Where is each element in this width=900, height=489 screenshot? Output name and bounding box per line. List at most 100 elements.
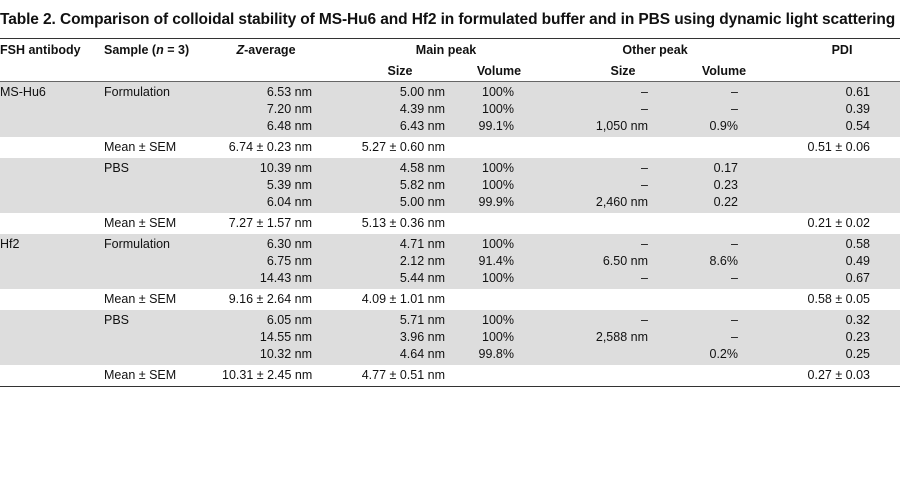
cell-mean-size: 5.13 ± 0.36 nm xyxy=(361,216,445,230)
cell-volume: 100% xyxy=(482,85,514,99)
header-pdi: PDI xyxy=(831,43,853,57)
mean-group: Mean ± SEM 7.27 ± 1.57 nm 5.13 ± 0.36 nm 0.… xyxy=(0,213,900,234)
table-row: 6.48 nm 6.43 nm 99.1% 1,050 nm 0.9% 0.54 xyxy=(0,118,900,135)
cell-mean-zavg: 10.31 ± 2.45 nm xyxy=(222,368,313,382)
cell-volume: 99.8% xyxy=(478,347,514,361)
cell-volume: 100% xyxy=(482,313,514,327)
cell-mean-size: 4.77 ± 0.51 nm xyxy=(361,368,445,382)
cell-pdi: 0.49 xyxy=(845,254,870,268)
table-row: 14.55 nm 3.96 nm 100% 2,588 nm – 0.23 xyxy=(0,329,900,346)
cell-other-volume: 0.22 xyxy=(713,195,738,209)
cell-other-size: – xyxy=(641,161,648,175)
cell-zavg: 14.55 nm xyxy=(259,330,312,344)
cell-other-size: – xyxy=(641,102,648,116)
mean-group: Mean ± SEM 9.16 ± 2.64 nm 4.09 ± 1.01 nm 0.… xyxy=(0,289,900,310)
table-body: MS-Hu6 Formulation 6.53 nm 5.00 nm 100% – – 0.6… xyxy=(0,82,900,386)
table-row: MS-Hu6 Formulation 6.53 nm 5.00 nm 100% – – 0.6… xyxy=(0,84,900,101)
cell-other-volume: 0.2% xyxy=(709,347,739,361)
cell-zavg: 6.04 nm xyxy=(266,195,312,209)
cell-other-volume: 0.17 xyxy=(713,161,738,175)
data-table: FSH antibody Sample (n = 3) Z-average Ma… xyxy=(0,38,900,387)
table-row: 7.20 nm 4.39 nm 100% – – 0.39 xyxy=(0,101,900,118)
cell-volume: 100% xyxy=(482,178,514,192)
cell-pdi: 0.54 xyxy=(845,119,870,133)
cell-mean-zavg: 7.27 ± 1.57 nm xyxy=(228,216,312,230)
cell-zavg: 6.75 nm xyxy=(266,254,312,268)
cell-volume: 100% xyxy=(482,102,514,116)
cell-other-size: – xyxy=(641,85,648,99)
cell-zavg: 6.53 nm xyxy=(266,85,312,99)
header-other-peak: Other peak xyxy=(622,43,688,57)
cell-mean-pdi: 0.58 ± 0.05 xyxy=(807,292,870,306)
cell-pdi: 0.61 xyxy=(845,85,870,99)
cell-other-size: 2,588 nm xyxy=(595,330,648,344)
header-zavg: Z-average xyxy=(236,43,296,57)
cell-mean-zavg: 6.74 ± 0.23 nm xyxy=(228,140,312,154)
cell-other-size: 2,460 nm xyxy=(595,195,648,209)
cell-other-volume: 0.23 xyxy=(713,178,738,192)
cell-sample: PBS xyxy=(104,313,130,327)
cell-size: 2.12 nm xyxy=(399,254,445,268)
cell-other-size: – xyxy=(641,271,648,285)
cell-zavg: 10.32 nm xyxy=(259,347,312,361)
header-antibody: FSH antibody xyxy=(0,43,81,57)
table-row: 6.75 nm 2.12 nm 91.4% 6.50 nm 8.6% 0.49 xyxy=(0,253,900,270)
cell-size: 4.39 nm xyxy=(399,102,445,116)
cell-mean-label: Mean ± SEM xyxy=(104,292,177,306)
cell-volume: 100% xyxy=(482,330,514,344)
sample-group: PBS 10.39 nm 4.58 nm 100% – 0.17 5.39 nm 5.82 n… xyxy=(0,158,900,213)
table-row: 14.43 nm 5.44 nm 100% – – 0.67 xyxy=(0,270,900,287)
cell-other-volume: – xyxy=(731,330,738,344)
sample-group: Hf2 Formulation 6.30 nm 4.71 nm 100% – – 0.58 6.… xyxy=(0,234,900,289)
cell-mean-label: Mean ± SEM xyxy=(104,140,177,154)
sample-group: PBS 6.05 nm 5.71 nm 100% – – 0.32 14.55 nm 3.96 … xyxy=(0,310,900,365)
cell-pdi: 0.58 xyxy=(845,237,870,251)
table-caption: Table 2. Comparison of colloidal stabili… xyxy=(0,11,896,28)
cell-volume: 99.1% xyxy=(478,119,514,133)
header-row: FSH antibody Sample (n = 3) Z-average Ma… xyxy=(0,39,900,61)
cell-mean-size: 5.27 ± 0.60 nm xyxy=(361,140,445,154)
mean-row: Mean ± SEM 6.74 ± 0.23 nm 5.27 ± 0.60 nm 0.… xyxy=(0,139,900,156)
cell-mean-pdi: 0.21 ± 0.02 xyxy=(807,216,870,230)
cell-mean-pdi: 0.27 ± 0.03 xyxy=(807,368,870,382)
cell-zavg: 7.20 nm xyxy=(266,102,312,116)
cell-volume: 99.9% xyxy=(478,195,514,209)
cell-pdi: 0.23 xyxy=(845,330,870,344)
cell-other-volume: – xyxy=(731,102,738,116)
cell-size: 5.00 nm xyxy=(399,85,445,99)
cell-other-volume: – xyxy=(731,271,738,285)
cell-volume: 100% xyxy=(482,271,514,285)
cell-zavg: 6.05 nm xyxy=(266,313,312,327)
subheader-other-size: Size xyxy=(610,64,636,78)
cell-antibody: Hf2 xyxy=(0,237,20,251)
cell-sample: Formulation xyxy=(104,237,170,251)
cell-other-volume: – xyxy=(731,313,738,327)
table-row: Hf2 Formulation 6.30 nm 4.71 nm 100% – – 0.58 xyxy=(0,236,900,253)
table-row: 5.39 nm 5.82 nm 100% – 0.23 xyxy=(0,177,900,194)
mean-row: Mean ± SEM 7.27 ± 1.57 nm 5.13 ± 0.36 nm 0.… xyxy=(0,215,900,232)
cell-pdi: 0.32 xyxy=(845,313,870,327)
cell-size: 4.71 nm xyxy=(399,237,445,251)
table-row: PBS 10.39 nm 4.58 nm 100% – 0.17 xyxy=(0,160,900,177)
cell-size: 5.44 nm xyxy=(399,271,445,285)
cell-other-volume: – xyxy=(731,237,738,251)
cell-sample: PBS xyxy=(104,161,130,175)
cell-mean-label: Mean ± SEM xyxy=(104,216,177,230)
cell-zavg: 6.48 nm xyxy=(266,119,312,133)
subheader-other-volume: Volume xyxy=(701,64,747,78)
cell-size: 5.00 nm xyxy=(399,195,445,209)
header-main-peak: Main peak xyxy=(415,43,477,57)
table-row: 6.04 nm 5.00 nm 99.9% 2,460 nm 0.22 xyxy=(0,194,900,211)
cell-sample: Formulation xyxy=(104,85,170,99)
cell-zavg: 5.39 nm xyxy=(266,178,312,192)
cell-mean-pdi: 0.51 ± 0.06 xyxy=(807,140,870,154)
cell-size: 5.82 nm xyxy=(399,178,445,192)
cell-zavg: 10.39 nm xyxy=(259,161,312,175)
cell-other-volume: 0.9% xyxy=(709,119,739,133)
cell-volume: 100% xyxy=(482,161,514,175)
sample-group: MS-Hu6 Formulation 6.53 nm 5.00 nm 100% – – 0.6… xyxy=(0,82,900,137)
table-row: 10.32 nm 4.64 nm 99.8% 0.2% 0.25 xyxy=(0,346,900,363)
cell-pdi: 0.39 xyxy=(845,102,870,116)
subheader-size: Size xyxy=(387,64,413,78)
cell-zavg: 14.43 nm xyxy=(259,271,312,285)
